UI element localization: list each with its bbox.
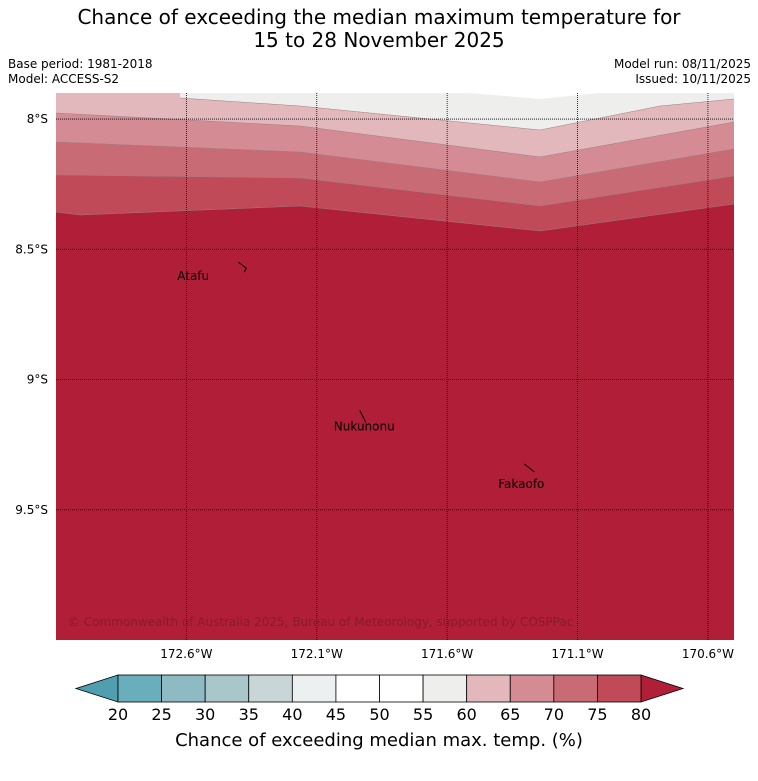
colorbar-segment xyxy=(248,674,293,703)
latitude-labels: 8°S 8.5°S 9°S 9.5°S xyxy=(15,112,48,517)
colorbar-segment xyxy=(335,674,380,703)
lon-label: 171.1°W xyxy=(551,647,603,661)
title-line-1: Chance of exceeding the median maximum t… xyxy=(77,5,681,29)
title-line-2: 15 to 28 November 2025 xyxy=(253,28,505,52)
place-markers: Atafu Nukunonu Fakaofo xyxy=(177,261,544,491)
issued-date: Issued: 10/11/2025 xyxy=(635,72,751,86)
colorbar-over-arrow xyxy=(640,674,685,703)
colorbar-tick-label: 25 xyxy=(151,705,171,724)
colorbar-segment xyxy=(509,674,555,703)
place-label: Fakaofo xyxy=(498,477,544,491)
band-50-55 xyxy=(470,93,600,99)
lon-label: 171.6°W xyxy=(421,647,473,661)
model-name: Model: ACCESS-S2 xyxy=(8,72,120,86)
chart-title: Chance of exceeding the median maximum t… xyxy=(0,6,758,52)
colorbar-tick-label: 45 xyxy=(326,705,346,724)
colorbar-tick-label: 70 xyxy=(544,705,564,724)
colorbar-segment xyxy=(161,674,206,703)
colorbar-segment xyxy=(379,674,424,703)
island-outline xyxy=(359,410,367,423)
place-label: Atafu xyxy=(177,269,209,283)
colorbar-tick-label: 60 xyxy=(456,705,476,724)
graticule xyxy=(56,93,734,640)
longitude-labels: 172.6°W 172.1°W 171.6°W 171.1°W 170.6°W xyxy=(160,647,734,661)
lon-label: 172.6°W xyxy=(160,647,212,661)
colorbar-segment xyxy=(422,674,468,703)
map-panel xyxy=(55,93,735,640)
colorbar-tick-label: 75 xyxy=(587,705,607,724)
colorbar-segment xyxy=(597,674,642,703)
lat-label: 8°S xyxy=(27,112,48,126)
lon-label: 170.6°W xyxy=(682,647,734,661)
lat-label: 8.5°S xyxy=(15,242,48,256)
colorbar-tick-label: 20 xyxy=(108,705,128,724)
island-outline xyxy=(523,463,535,473)
island-outline xyxy=(237,261,247,273)
lat-label: 9°S xyxy=(27,373,48,387)
colorbar-tick-label: 30 xyxy=(195,705,215,724)
colorbar-segment xyxy=(553,674,598,703)
contour-lines xyxy=(55,97,735,232)
lat-label: 9.5°S xyxy=(15,503,48,517)
meta-right: Model run: 08/11/2025 Issued: 10/11/2025 xyxy=(614,57,751,87)
colorbar-tick-label: 65 xyxy=(500,705,520,724)
colorbar-segment xyxy=(117,674,162,703)
colorbar-segment xyxy=(466,674,511,703)
colorbar-segment xyxy=(291,674,337,703)
band-55-60 xyxy=(180,93,734,130)
colorbar-tick-label: 55 xyxy=(413,705,433,724)
colorbar-tick-label: 40 xyxy=(282,705,302,724)
colorbar-label: Chance of exceeding median max. temp. (%… xyxy=(175,730,583,751)
colorbar-segment xyxy=(204,674,250,703)
model-run: Model run: 08/11/2025 xyxy=(613,57,751,71)
base-period: Base period: 1981-2018 xyxy=(8,57,153,71)
colorbar-under-arrow xyxy=(74,674,119,703)
lon-label: 172.1°W xyxy=(291,647,343,661)
colorbar-tick-label: 80 xyxy=(631,705,651,724)
meta-left: Base period: 1981-2018 Model: ACCESS-S2 xyxy=(8,57,153,87)
colorbar-tick-label: 50 xyxy=(369,705,389,724)
colorbar-tick-label: 35 xyxy=(239,705,259,724)
colorbar: 20 25 30 35 40 45 50 55 60 65 70 75 80 xyxy=(74,674,685,724)
copyright-notice: © Commonwealth of Australia 2025, Bureau… xyxy=(68,615,573,629)
place-label: Nukunonu xyxy=(334,419,395,433)
